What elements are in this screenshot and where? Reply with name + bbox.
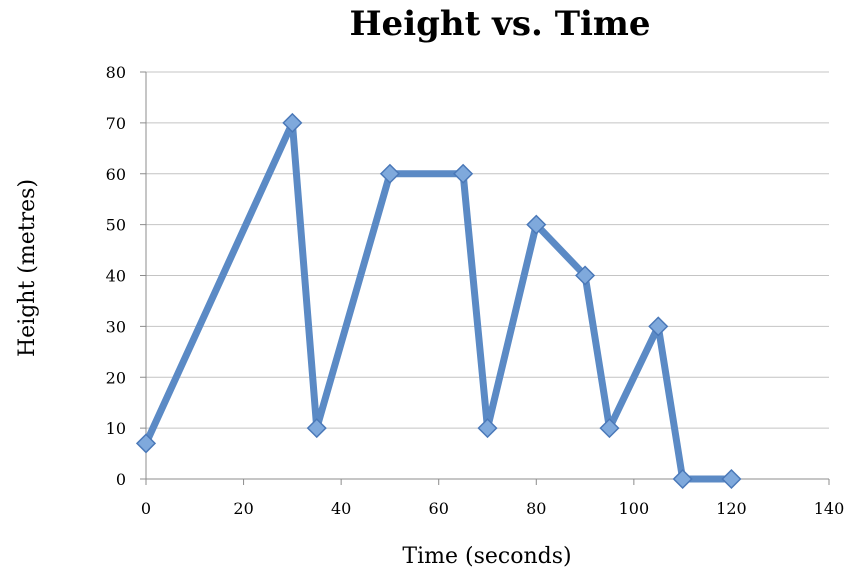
series-line-0 <box>142 119 735 483</box>
y-tick-label: 40 <box>106 267 126 286</box>
x-tick-label: 40 <box>331 499 351 518</box>
series <box>142 119 735 483</box>
data-point-marker <box>477 418 498 439</box>
data-point-markers <box>135 112 742 490</box>
x-tick-label: 20 <box>233 499 253 518</box>
y-tick-label: 70 <box>106 114 126 133</box>
data-point-marker <box>306 418 327 439</box>
x-tick-label: 140 <box>814 499 845 518</box>
x-tick-label: 60 <box>429 499 449 518</box>
data-point-marker <box>379 163 400 184</box>
data-point-marker <box>282 112 303 133</box>
x-tick-label: 120 <box>716 499 747 518</box>
data-point-marker <box>453 163 474 184</box>
data-point-marker <box>575 265 596 286</box>
y-tick-label: 80 <box>106 63 126 82</box>
data-point-marker <box>526 214 547 235</box>
y-tick-label: 30 <box>106 317 126 336</box>
y-axis-label: Height (metres) <box>15 179 40 357</box>
data-point-marker <box>648 316 669 337</box>
y-tick-label: 50 <box>106 216 126 235</box>
data-point-marker <box>135 433 157 454</box>
y-tick-label: 0 <box>116 470 126 489</box>
data-point-marker <box>721 468 742 490</box>
gridlines <box>146 71 829 429</box>
x-axis-label: Time (seconds) <box>402 544 571 569</box>
y-tick-label: 20 <box>106 368 126 387</box>
data-point-marker <box>672 468 693 490</box>
data-point-marker <box>599 418 620 439</box>
y-tick-labels: 0 10 20 30 40 50 60 70 80 <box>106 63 126 489</box>
chart-title: Height vs. Time <box>349 4 650 44</box>
x-tick-label: 80 <box>526 499 546 518</box>
y-tick-label: 60 <box>106 165 126 184</box>
x-tick-label: 100 <box>619 499 650 518</box>
y-tick-label: 10 <box>106 419 126 438</box>
x-tick-labels: 0 20 40 60 80 100 120 140 <box>141 499 844 518</box>
x-tick-label: 0 <box>141 499 151 518</box>
